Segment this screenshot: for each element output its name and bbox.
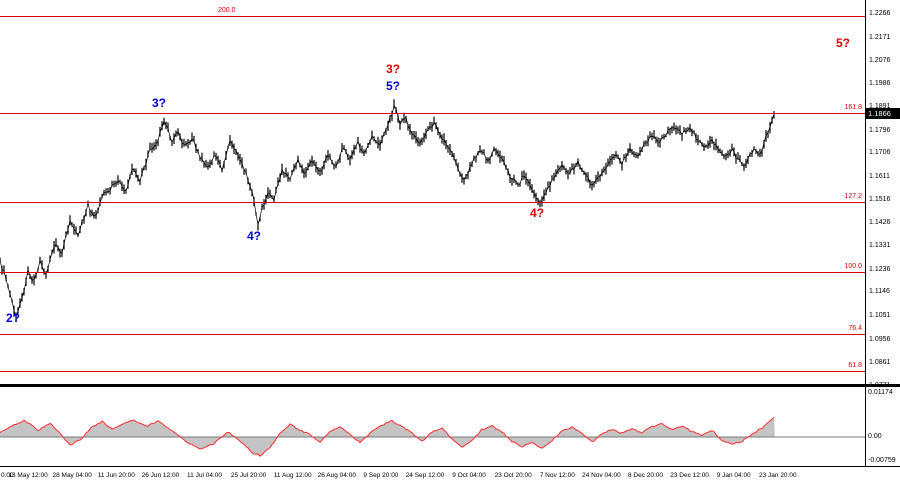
price-axis-tick: 1.1796 [869,127,891,134]
time-axis-label: 26 Aug 04:00 [317,472,356,479]
price-axis[interactable]: 1.1866 1.2266 1.2171 1.2076 1.1986 1.1891 1.1… [865,0,900,466]
fib-level-label[interactable]: 61.8 [848,362,862,369]
oscillator-line [0,416,775,457]
price-axis-tick: 1.1146 [869,288,890,295]
fib-level-label[interactable]: 100.0 [844,263,862,270]
time-axis-label: 9 Sep 20:00 [363,472,399,479]
time-axis-label: 23 Oct 20:00 [494,472,532,479]
price-axis-tick: 1.1051 [869,312,891,319]
time-axis-label: 0:00 [1,472,14,479]
price-chart-area[interactable]: 200.0 161.8 127.2 100.0 76.4 61.8 2? 3? 4? 3? 5? 4?… [0,0,865,385]
time-axis-label: 13 May 12:00 [8,472,48,479]
wave-label[interactable]: 5? [386,79,401,93]
time-axis-label: 8 Dec 20:00 [627,472,664,479]
wave-label[interactable]: 5? [836,36,851,50]
time-axis-label: 7 Nov 12:00 [539,472,575,479]
fib-level-line-127.2[interactable] [0,202,865,203]
price-axis-tick: 1.1706 [869,149,891,156]
wave-label[interactable]: 4? [247,229,262,243]
fib-level-label[interactable]: 76.4 [848,325,862,332]
price-axis-tick: 1.1331 [869,242,891,249]
fib-level-label[interactable]: 200.0 [218,7,236,14]
price-axis-tick: 1.1891 [869,103,891,110]
indicator-zero-label: 0.00 [868,433,882,440]
oscillator-svg [0,416,865,457]
time-axis-label: 11 Jul 04:00 [187,472,222,479]
wave-label[interactable]: 3? [386,62,401,76]
panel-separator[interactable] [0,384,900,387]
time-axis-label: 24 Sep 12:00 [405,472,445,479]
fib-level-line-61.8[interactable] [0,371,865,372]
price-axis-tick: 1.2076 [869,57,891,64]
time-axis-label: 26 Jun 12:00 [141,472,180,479]
fib-level-line-76.4[interactable] [0,334,865,335]
time-axis-label: 9 Jan 04:00 [716,472,751,479]
current-price-tag: 1.1866 [866,108,900,119]
time-axis[interactable]: 0:00 13 May 12:00 28 May 04:00 11 Jun 20:00… [0,466,900,485]
indicator-panel[interactable] [0,387,865,466]
time-axis-label: 11 Jun 20:00 [97,472,135,479]
price-axis-tick: 1.1426 [869,219,891,226]
fib-level-line-100.0[interactable] [0,272,865,273]
time-axis-label: 23 Dec 12:00 [670,472,709,479]
fib-level-line-200.0[interactable] [0,16,865,17]
time-axis-label: 25 Jul 20:00 [230,472,267,479]
indicator-min-label: -0.00759 [868,457,896,464]
price-bars [0,99,775,321]
wave-label[interactable]: 4? [530,206,545,220]
price-axis-tick: 1.1516 [869,196,891,203]
price-axis-tick: 1.2171 [869,34,891,41]
price-series-svg [0,99,775,321]
time-axis-label: 11 Aug 12:00 [273,472,312,479]
price-axis-tick: 1.0861 [869,359,891,366]
fib-level-label[interactable]: 127.2 [844,193,862,200]
time-axis-label: 23 Jan 20:00 [759,472,797,479]
price-line [0,104,775,318]
fib-level-label[interactable]: 161.8 [844,104,862,111]
time-axis-label: 9 Oct 04:00 [452,472,486,479]
fib-level-line-161.8[interactable] [0,113,865,114]
price-axis-tick: 1.1236 [869,266,891,273]
indicator-max-label: 0.01174 [868,389,893,396]
price-axis-tick: 1.1986 [869,80,891,87]
wave-label[interactable]: 3? [152,96,167,110]
wave-label[interactable]: 2? [6,311,21,325]
price-axis-tick: 1.1611 [869,173,890,180]
time-axis-label: 24 Nov 04:00 [582,472,621,479]
price-axis-tick: 1.0956 [869,336,891,343]
price-axis-tick: 1.2266 [869,10,891,17]
time-axis-label: 28 May 04:00 [52,472,92,479]
